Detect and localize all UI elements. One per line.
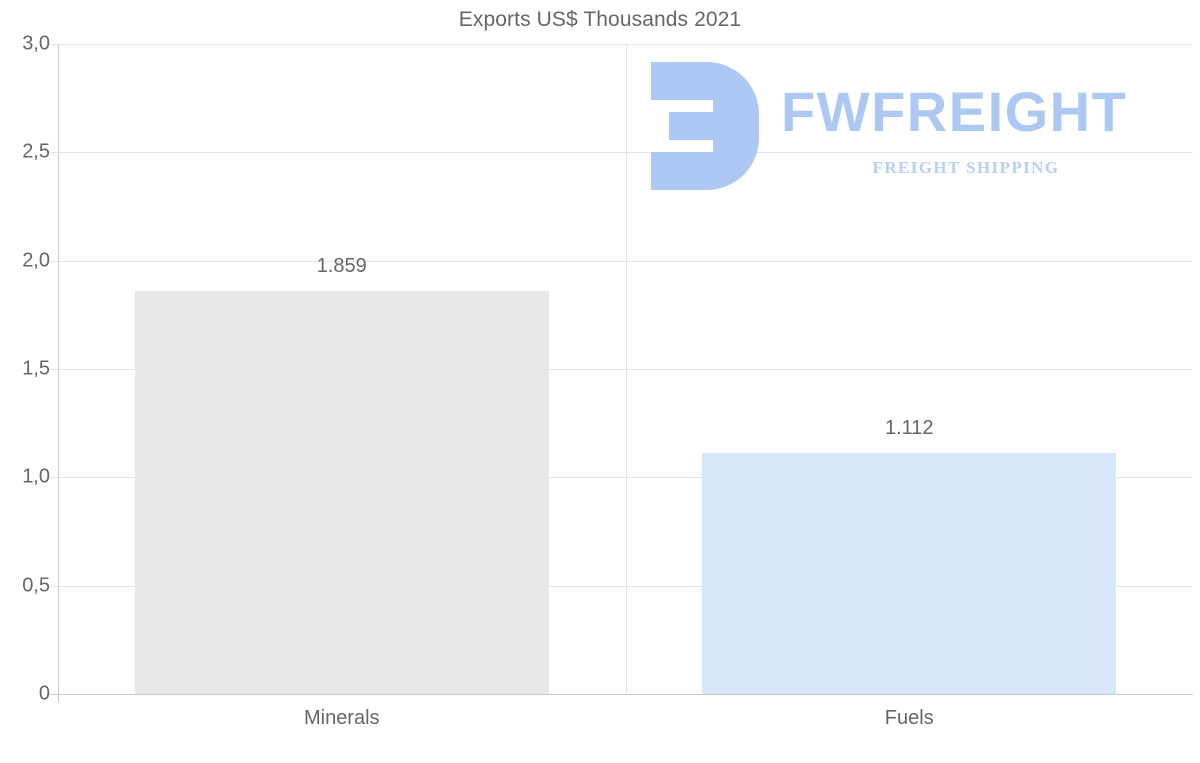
chart-title: Exports US$ Thousands 2021: [458, 8, 742, 31]
y-axis-tick-label: 1,0: [22, 465, 50, 488]
gridline: [50, 694, 1193, 695]
x-axis-label-minerals: Minerals: [303, 707, 380, 729]
gridline: [50, 44, 1193, 45]
bar-minerals[interactable]: [134, 291, 549, 694]
gridline: [50, 260, 1193, 262]
x-axis-label-fuels: Fuels: [884, 707, 934, 729]
bar-value-label: 1.859: [316, 255, 367, 278]
plot-area: [50, 44, 1193, 695]
y-axis-tick-label: 2,5: [22, 140, 50, 163]
y-axis-tick-label: 0: [38, 682, 50, 705]
gridline: [50, 152, 1193, 154]
y-axis-tick-label: 0,5: [22, 574, 50, 597]
bar-value-label: 1.112: [884, 417, 934, 440]
gridline: [50, 585, 1193, 587]
y-axis-tick-label: 3,0: [22, 32, 50, 55]
gridline: [50, 369, 1193, 370]
y-axis-tick-label: 1,5: [22, 357, 50, 380]
category-divider-gridline: [625, 44, 627, 694]
y-axis-line: [58, 44, 59, 702]
gridline: [50, 477, 1193, 479]
bar-fuels[interactable]: [702, 453, 1117, 694]
y-axis-tick-label: 2,0: [22, 249, 50, 272]
